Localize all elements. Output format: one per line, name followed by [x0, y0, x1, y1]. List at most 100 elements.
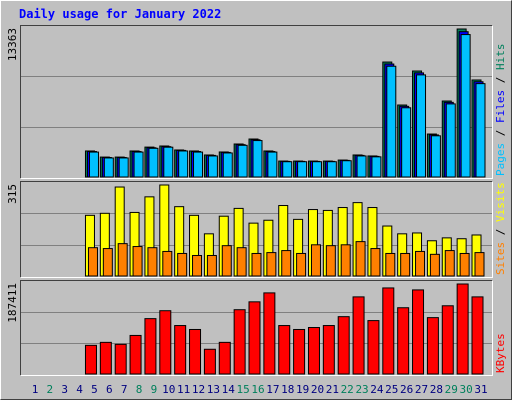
- bar: [87, 247, 98, 277]
- y-tick-label: 13363: [6, 28, 19, 61]
- bar: [400, 252, 411, 277]
- bar: [178, 150, 189, 178]
- bar: [132, 246, 143, 277]
- bar: [326, 161, 337, 178]
- x-tick-label: 29: [445, 383, 458, 396]
- legend: KBytes: [494, 333, 507, 373]
- x-tick-label: 23: [355, 383, 368, 396]
- bar: [370, 248, 381, 277]
- x-tick-label: 10: [162, 383, 175, 396]
- bar: [367, 320, 380, 375]
- panel-frame: [20, 181, 493, 278]
- bar: [189, 328, 202, 375]
- legend-separator: /: [494, 70, 507, 90]
- bar: [385, 252, 396, 277]
- legend: Pages / Files / Hits: [494, 44, 507, 177]
- bar: [163, 146, 174, 178]
- panel-frame: [20, 25, 493, 179]
- bar: [278, 325, 291, 375]
- bar: [102, 248, 113, 277]
- legend-separator: /: [494, 222, 507, 242]
- x-tick-label: 24: [370, 383, 384, 396]
- bar: [296, 252, 307, 277]
- x-tick-label: 2: [47, 383, 54, 396]
- bar: [415, 250, 426, 277]
- bar: [397, 307, 410, 375]
- bar: [248, 301, 261, 375]
- x-tick-label: 1: [32, 383, 39, 396]
- bar: [297, 161, 308, 178]
- legend: Sites / Visits: [494, 182, 507, 275]
- bar: [221, 245, 232, 277]
- bar: [117, 243, 128, 277]
- bar: [147, 247, 158, 277]
- legend-entry: Visits: [494, 182, 507, 222]
- bar: [429, 253, 440, 277]
- x-tick-label: 3: [61, 383, 68, 396]
- bar: [129, 334, 142, 375]
- x-tick-label: 20: [311, 383, 324, 396]
- bar: [233, 309, 246, 375]
- x-tick-label: 28: [430, 383, 443, 396]
- bar: [88, 151, 99, 178]
- bar: [251, 252, 262, 277]
- x-tick-label: 25: [385, 383, 398, 396]
- bar: [445, 103, 456, 178]
- bar: [456, 283, 469, 375]
- bar: [266, 252, 277, 277]
- bar: [118, 157, 129, 178]
- bar: [386, 65, 397, 178]
- bar: [281, 250, 292, 277]
- bar: [144, 318, 157, 375]
- bar: [311, 161, 322, 178]
- bar: [430, 135, 441, 178]
- legend-entry: KBytes: [494, 333, 507, 373]
- x-tick-label: 26: [400, 383, 413, 396]
- x-tick-label: 12: [192, 383, 205, 396]
- x-tick-label: 9: [151, 383, 158, 396]
- bar: [237, 144, 248, 178]
- bar: [263, 292, 276, 375]
- x-tick-label: 22: [341, 383, 354, 396]
- legend-entry: Sites: [494, 242, 507, 275]
- x-tick-label: 27: [415, 383, 428, 396]
- bar: [218, 341, 231, 375]
- x-tick-label: 15: [237, 383, 250, 396]
- bar: [203, 348, 216, 375]
- x-tick-label: 14: [222, 383, 236, 396]
- bar: [352, 296, 365, 375]
- bar: [356, 155, 367, 178]
- x-tick-label: 21: [326, 383, 339, 396]
- legend-entry: Pages: [494, 143, 507, 176]
- panel-frame: [20, 25, 493, 179]
- bar: [310, 244, 321, 277]
- bar: [103, 157, 114, 178]
- y-tick-label: 187411: [6, 283, 19, 323]
- bar: [148, 147, 159, 178]
- bar: [307, 327, 320, 375]
- bar: [471, 296, 484, 375]
- bar: [416, 74, 427, 178]
- bar: [162, 250, 173, 277]
- bar: [426, 317, 439, 375]
- bar: [382, 287, 395, 375]
- x-tick-label: 8: [136, 383, 143, 396]
- bar: [133, 151, 144, 178]
- bar: [401, 107, 412, 178]
- x-tick-label: 6: [106, 383, 113, 396]
- bar: [236, 247, 247, 277]
- bar: [252, 140, 263, 178]
- x-tick-label: 18: [281, 383, 294, 396]
- x-tick-label: 19: [296, 383, 309, 396]
- panel-frame: [20, 280, 493, 376]
- bar: [460, 34, 471, 178]
- bar: [159, 310, 172, 375]
- bar: [371, 156, 382, 178]
- bar: [337, 316, 350, 375]
- y-tick-label: 315: [6, 184, 19, 204]
- x-tick-label: 30: [460, 383, 473, 396]
- bar: [325, 245, 336, 277]
- panel-frame: [20, 181, 493, 278]
